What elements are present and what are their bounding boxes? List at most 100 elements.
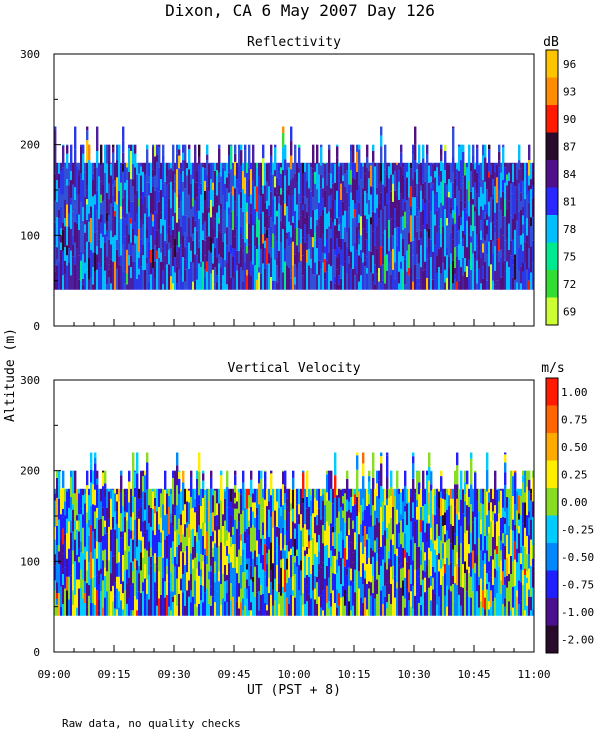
heatmap-cell [198, 219, 201, 241]
heatmap-cell [364, 215, 367, 240]
heatmap-cell [378, 548, 381, 556]
heatmap-cell [164, 162, 167, 182]
heatmap-cell [490, 222, 493, 240]
heatmap-cell [532, 217, 535, 241]
heatmap-cell [410, 606, 413, 616]
heatmap-cell [238, 492, 241, 514]
heatmap-cell [520, 209, 523, 236]
heatmap-cell [144, 492, 147, 510]
heatmap-cell [154, 582, 157, 600]
heatmap-cell [290, 548, 293, 555]
heatmap-cell [192, 596, 195, 616]
heatmap-cell [132, 502, 135, 513]
heatmap-cell [496, 220, 499, 240]
heatmap-cell [148, 182, 151, 196]
heatmap-cell [254, 265, 257, 290]
heatmap-cell [56, 180, 59, 202]
heatmap-cell [400, 166, 403, 194]
heatmap-cell [182, 144, 185, 153]
heatmap-cell [190, 496, 193, 509]
heatmap-cell [518, 525, 521, 534]
heatmap-cell [344, 522, 347, 548]
heatmap-cell [112, 152, 115, 179]
heatmap-cell [444, 151, 447, 171]
heatmap-cell [400, 217, 403, 234]
heatmap-cell [422, 601, 425, 616]
heatmap-cell [322, 610, 325, 616]
heatmap-cell [154, 190, 157, 212]
heatmap-cell [120, 233, 123, 249]
heatmap-cell [168, 488, 171, 497]
heatmap-cell [102, 200, 105, 215]
heatmap-cell [356, 603, 359, 616]
heatmap-cell [486, 225, 489, 235]
heatmap-cell [222, 241, 225, 259]
heatmap-cell [336, 245, 339, 258]
heatmap-cell [450, 182, 453, 199]
heatmap-cell [182, 592, 185, 616]
heatmap-cell [518, 189, 521, 212]
heatmap-cell [358, 512, 361, 535]
heatmap-cell [144, 162, 147, 175]
colorbar-label: 0.50 [561, 441, 588, 454]
heatmap-cell [494, 270, 497, 285]
heatmap-cell [490, 185, 493, 198]
heatmap-cell [346, 511, 349, 536]
heatmap-cell [158, 167, 161, 192]
heatmap-cell [266, 209, 269, 230]
heatmap-cell [516, 562, 519, 591]
heatmap-cell [308, 576, 311, 595]
heatmap-cell [436, 173, 439, 192]
heatmap-cell [218, 263, 221, 290]
heatmap-cell [530, 500, 533, 520]
heatmap-cell [238, 250, 241, 264]
heatmap-cell [232, 229, 235, 249]
heatmap-cell [270, 144, 273, 156]
heatmap-cell [146, 555, 149, 580]
heatmap-cell [286, 189, 289, 207]
heatmap-cell [394, 247, 397, 263]
heatmap-cell [262, 554, 265, 570]
heatmap-cell [364, 509, 367, 526]
heatmap-cell [426, 475, 429, 487]
heatmap-cell [128, 545, 131, 552]
heatmap-cell [228, 172, 231, 185]
heatmap-cell [492, 488, 495, 499]
heatmap-cell [116, 576, 119, 589]
heatmap-cell [82, 180, 85, 208]
heatmap-cell [132, 452, 135, 481]
heatmap-cell [56, 545, 59, 559]
heatmap-cell [74, 199, 77, 207]
heatmap-cell [90, 463, 93, 470]
heatmap-cell [230, 546, 233, 563]
heatmap-cell [452, 575, 455, 584]
heatmap-cell [88, 584, 91, 596]
heatmap-cell [382, 535, 385, 560]
heatmap-cell [172, 602, 175, 616]
heatmap-cell [520, 488, 523, 497]
heatmap-cell [86, 204, 89, 220]
heatmap-cell [106, 591, 109, 616]
heatmap-cell [466, 470, 469, 485]
heatmap-cell [70, 496, 73, 510]
heatmap-cell [122, 581, 125, 594]
heatmap-cell [92, 180, 95, 197]
heatmap-cell [64, 567, 67, 589]
heatmap-cell [186, 235, 189, 247]
heatmap-cell [466, 266, 469, 278]
heatmap-cell [470, 204, 473, 226]
heatmap-cell [360, 524, 363, 543]
heatmap-cell [268, 577, 271, 594]
heatmap-cell [498, 599, 501, 616]
heatmap-cell [496, 540, 499, 546]
heatmap-cell [124, 218, 127, 237]
heatmap-cell [82, 278, 85, 285]
heatmap-cell [222, 574, 225, 599]
heatmap-cell [174, 162, 177, 175]
heatmap-cell [532, 185, 535, 199]
heatmap-cell [298, 514, 301, 525]
heatmap-cell [524, 179, 527, 200]
heatmap-cell [306, 601, 309, 616]
heatmap-cell [306, 508, 309, 530]
heatmap-cell [446, 225, 449, 248]
